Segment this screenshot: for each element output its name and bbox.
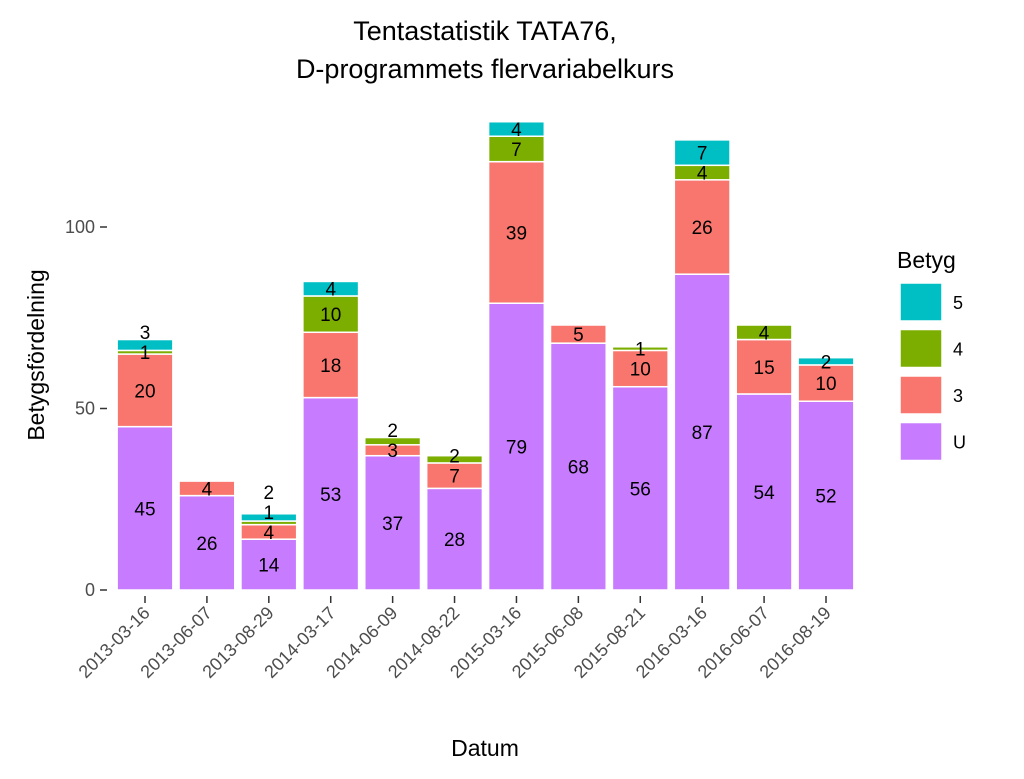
bar-segment — [487, 120, 546, 138]
data-label: 2 — [821, 352, 832, 373]
data-label: 1 — [264, 503, 275, 524]
bar-segment — [673, 179, 731, 275]
data-label: 4 — [759, 323, 770, 344]
bar-segment — [364, 454, 422, 591]
bar-segment — [549, 324, 607, 344]
data-label: 2 — [449, 447, 460, 468]
bar-segment — [735, 338, 793, 395]
data-label: 3 — [140, 323, 151, 344]
data-label: 2 — [264, 483, 275, 504]
data-label: 1 — [635, 340, 646, 361]
bar-segment — [116, 425, 174, 591]
data-label: 7 — [511, 140, 522, 161]
data-label: 54 — [754, 483, 776, 504]
legend-key — [899, 375, 943, 415]
bar-segment — [487, 135, 546, 163]
bar-segment — [611, 346, 669, 352]
legend-label: 3 — [953, 386, 963, 406]
data-label: 2 — [387, 421, 398, 442]
data-label: 4 — [202, 479, 213, 500]
data-label: 39 — [506, 223, 527, 244]
bar-segment — [487, 160, 546, 304]
bar-segment — [549, 342, 607, 591]
bar-segment — [364, 436, 422, 446]
y-tick-label: 100 — [65, 217, 95, 237]
legend-label: U — [953, 433, 966, 453]
data-label: 1 — [140, 343, 151, 364]
bar-segment — [735, 393, 793, 591]
data-label: 20 — [134, 381, 155, 402]
data-label: 4 — [325, 280, 336, 301]
bar-segment — [302, 280, 360, 297]
data-label: 53 — [320, 485, 341, 506]
bar-segment — [735, 324, 793, 341]
legend-label: 4 — [953, 340, 963, 360]
data-label: 10 — [630, 360, 651, 381]
data-label: 18 — [320, 356, 341, 377]
bar-segment — [240, 513, 298, 522]
data-label: 7 — [697, 144, 708, 165]
data-label: 56 — [630, 479, 651, 500]
bar-segment — [425, 454, 484, 464]
bar-segment — [240, 538, 298, 591]
plot-area: 0501004520132013-03-162642013-06-0714412… — [65, 120, 855, 682]
bar-segment — [797, 364, 855, 402]
data-label: 4 — [511, 120, 522, 141]
chart-subtitle: D-programmets flervariabelkurs — [296, 54, 674, 84]
legend-title: Betyg — [897, 247, 956, 273]
bar-segment — [797, 356, 855, 366]
data-label: 4 — [697, 164, 708, 185]
bar-segment — [425, 462, 484, 490]
bar-segment — [611, 385, 669, 591]
data-label: 45 — [134, 499, 155, 520]
y-tick-label: 50 — [75, 399, 95, 419]
data-label: 14 — [258, 556, 280, 577]
data-label: 15 — [754, 358, 775, 379]
bar-segment — [611, 349, 669, 388]
data-label: 7 — [449, 467, 460, 488]
data-label: 87 — [692, 423, 713, 444]
y-tick-label: 0 — [85, 580, 95, 600]
data-label: 4 — [264, 523, 275, 544]
y-axis-label: Betygsfördelning — [23, 269, 49, 440]
legend-key — [899, 282, 943, 322]
data-label: 52 — [815, 487, 836, 508]
bar-segment — [178, 480, 236, 497]
data-label: 5 — [573, 325, 584, 346]
legend-key — [899, 421, 943, 462]
data-label: 79 — [506, 438, 527, 459]
data-label: 28 — [444, 530, 465, 551]
bar-segment — [797, 400, 855, 591]
data-label: 10 — [320, 305, 341, 326]
data-label: 26 — [692, 218, 713, 239]
legend-label: 5 — [953, 293, 963, 313]
data-label: 68 — [568, 458, 589, 479]
chart-title: Tentastatistik TATA76, — [353, 16, 617, 46]
data-label: 10 — [815, 374, 836, 395]
x-axis-label: Datum — [451, 735, 519, 761]
bar-segment — [116, 338, 174, 352]
legend: Betyg 5 4 3 U — [897, 247, 966, 462]
bar-segment — [302, 396, 360, 591]
data-label: 3 — [387, 441, 398, 462]
legend-key — [899, 328, 943, 369]
bar-segment — [673, 139, 731, 167]
bar-segment — [425, 487, 484, 591]
bar-segment — [302, 331, 360, 399]
data-label: 37 — [382, 514, 403, 535]
data-label: 26 — [196, 534, 217, 555]
